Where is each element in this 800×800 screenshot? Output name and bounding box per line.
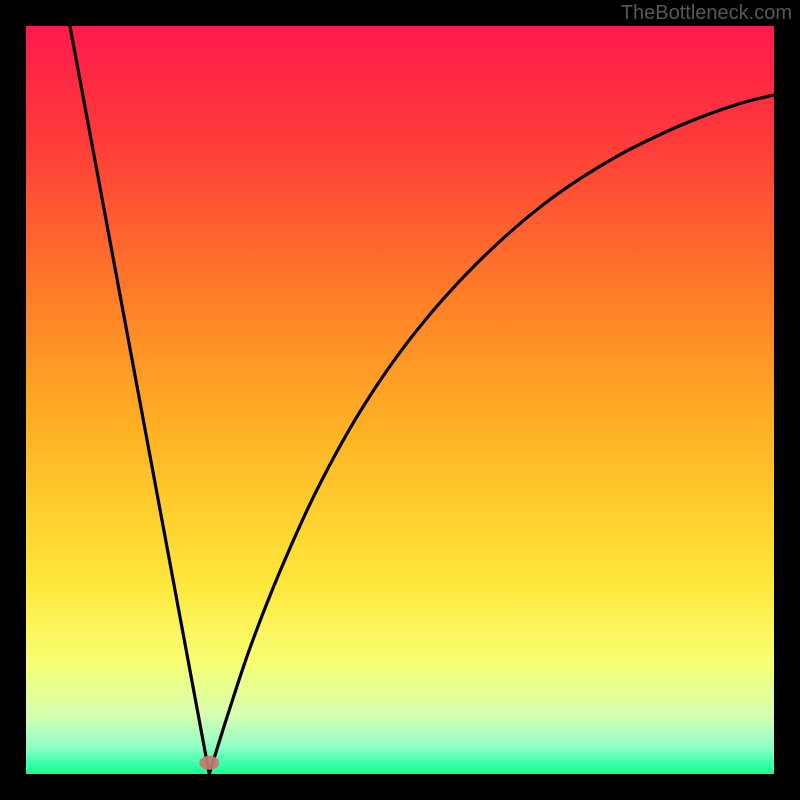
watermark-text: TheBottleneck.com (621, 2, 792, 25)
optimal-point-marker (199, 756, 219, 770)
bottleneck-curve (26, 26, 774, 774)
chart-frame: TheBottleneck.com (0, 0, 800, 800)
plot-area (26, 26, 774, 774)
